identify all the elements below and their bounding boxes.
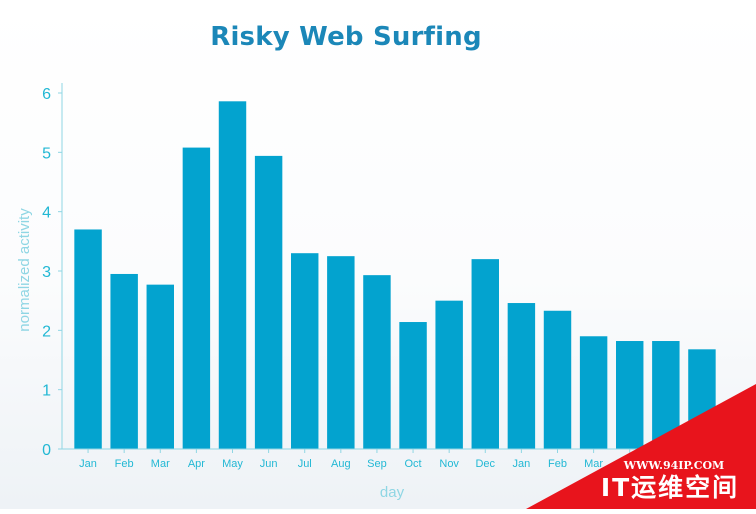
x-tick-label: May: [655, 458, 676, 470]
x-tick-label: Sep: [367, 458, 387, 470]
bar: [182, 147, 211, 449]
bar: [399, 322, 427, 449]
x-tick-label: Jan: [79, 458, 97, 470]
y-axis: 0 1 2 3 4 5 6: [42, 83, 63, 459]
x-tick-label: Feb: [548, 458, 567, 470]
bar: [507, 303, 536, 449]
x-tick-label: Nov: [439, 458, 459, 470]
bar: [363, 275, 391, 449]
bar: [471, 259, 499, 449]
bar: [688, 349, 716, 449]
bar: [435, 300, 463, 449]
bar: [218, 101, 247, 449]
x-tick-label: Apr: [188, 458, 205, 470]
y-tick-label: 4: [42, 205, 51, 222]
y-tick-label: 3: [42, 264, 51, 281]
bar: [146, 284, 174, 449]
y-tick-label: 5: [42, 145, 51, 162]
y-tick-label: 0: [42, 442, 51, 459]
bar: [254, 155, 283, 450]
x-tick-label: Aug: [331, 458, 351, 470]
x-tick-label: Feb: [115, 458, 134, 470]
x-axis-label: day: [380, 484, 405, 501]
y-tick-label: 1: [42, 383, 51, 400]
x-tick-label: Mar: [151, 458, 170, 470]
x-tick-label: Oct: [404, 458, 421, 470]
bar: [616, 341, 644, 449]
x-tick-label: Jun: [260, 458, 278, 470]
bar: [291, 253, 319, 449]
x-tick-label: Apr: [621, 458, 638, 470]
bar: [74, 229, 102, 449]
bar: [327, 256, 355, 449]
y-tick-label: 6: [42, 86, 51, 103]
x-tick-label: May: [222, 458, 243, 470]
bar: [543, 310, 572, 449]
x-axis: Jan Feb Mar Apr May Jun Jul Aug Sep Oct Nov Dec Jan F…: [62, 448, 724, 470]
bar: [652, 341, 680, 449]
x-tick-label: Jul: [298, 458, 312, 470]
bar: [110, 273, 138, 449]
chart-title: Risky Web Surfing: [210, 22, 482, 52]
x-tick-label: Mar: [584, 458, 603, 470]
x-tick-label: Dec: [475, 458, 495, 470]
x-tick-label: Jan: [513, 458, 531, 470]
x-tick-label: Jun: [693, 458, 711, 470]
bars-group: [74, 101, 716, 450]
y-axis-label: normalized activity: [16, 208, 33, 332]
bar: [579, 336, 608, 449]
y-tick-label: 2: [42, 323, 51, 340]
